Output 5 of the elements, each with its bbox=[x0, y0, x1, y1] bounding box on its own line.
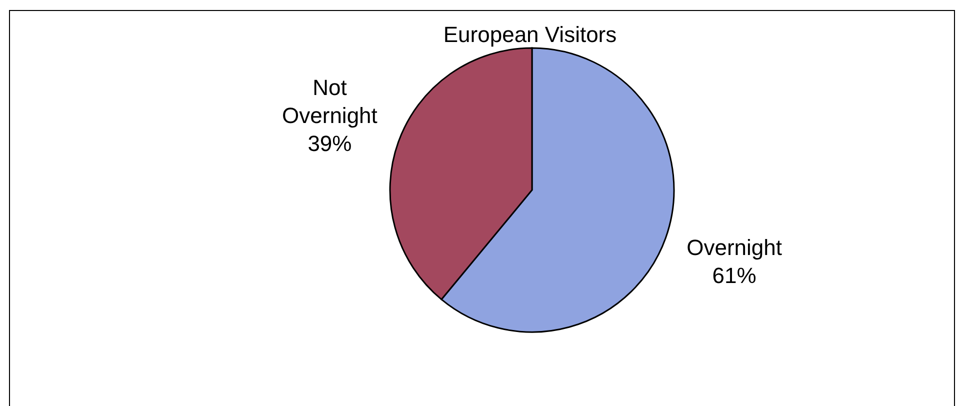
slice-label: Not Overnight bbox=[282, 74, 378, 128]
chart-title: European Visitors bbox=[443, 22, 617, 47]
slice-label: Overnight bbox=[686, 234, 782, 260]
data-label: 61% bbox=[712, 262, 756, 288]
data-label: 39% bbox=[308, 130, 352, 156]
